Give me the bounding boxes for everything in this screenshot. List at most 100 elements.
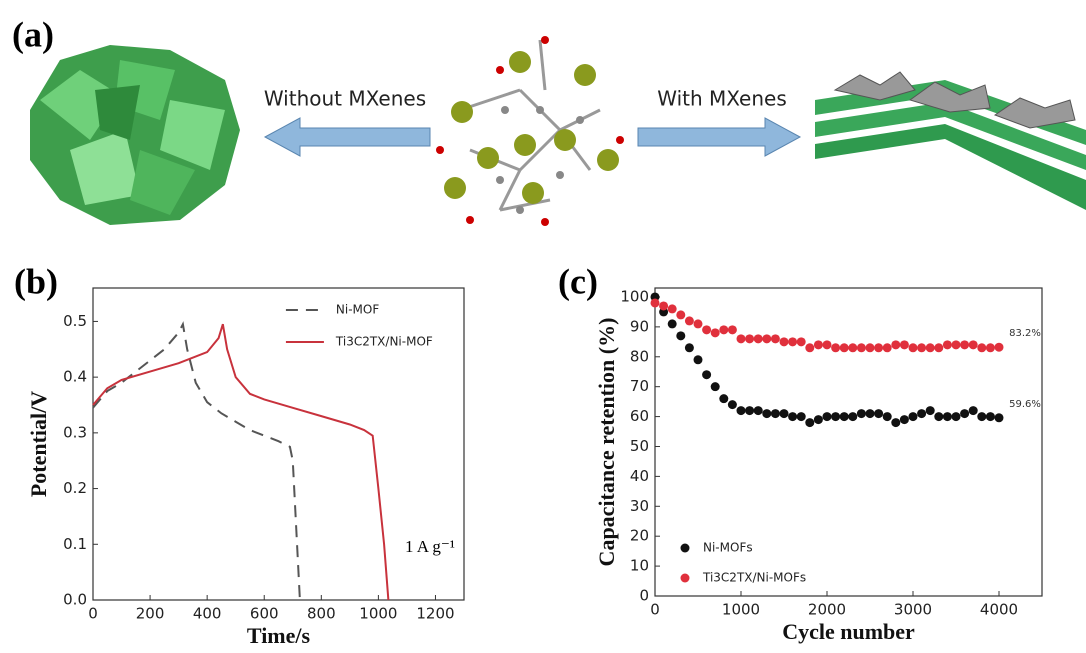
left-caption: Without MXenes — [264, 87, 426, 111]
legend-swatch — [681, 544, 690, 553]
x-tick-label: 1000 — [359, 605, 397, 623]
point — [995, 343, 1004, 352]
point — [866, 409, 875, 418]
y-tick-label: 30 — [630, 497, 649, 515]
legend-label: Ti3C2TX/Ni-MOF — [335, 335, 433, 349]
y-tick-label: 0 — [639, 587, 649, 605]
y-tick-label: 40 — [630, 467, 649, 485]
annotation: 1 A g⁻¹ — [405, 537, 455, 556]
point — [745, 406, 754, 415]
panel-label: (a) — [12, 14, 54, 54]
point — [668, 304, 677, 313]
point — [788, 412, 797, 421]
figure: (a) Without MXenes With MXenes — [0, 0, 1086, 653]
panel-label: (c) — [558, 261, 598, 301]
point — [883, 412, 892, 421]
legend-label: Ti3C2TX/Ni-MOFs — [702, 571, 806, 585]
y-tick-label: 0.1 — [63, 535, 87, 553]
x-tick-label: 800 — [307, 605, 336, 623]
legend-swatch — [681, 574, 690, 583]
point — [762, 334, 771, 343]
point — [926, 343, 935, 352]
point — [891, 418, 900, 427]
point — [883, 343, 892, 352]
value-label: 59.6% — [1009, 399, 1041, 410]
point — [977, 343, 986, 352]
point — [848, 412, 857, 421]
point — [814, 340, 823, 349]
x-tick-label: 400 — [193, 605, 222, 623]
point — [909, 343, 918, 352]
point — [857, 409, 866, 418]
point — [840, 343, 849, 352]
right-caption: With MXenes — [657, 87, 787, 111]
point — [909, 412, 918, 421]
point — [754, 334, 763, 343]
value-label: 83.2% — [1009, 328, 1041, 339]
point — [977, 412, 986, 421]
point — [874, 343, 883, 352]
point — [814, 415, 823, 424]
point — [745, 334, 754, 343]
point — [823, 340, 832, 349]
point — [728, 325, 737, 334]
point — [780, 337, 789, 346]
point — [728, 400, 737, 409]
point — [737, 334, 746, 343]
aggregate-illustration — [30, 45, 240, 225]
legend-label: Ni-MOF — [336, 303, 379, 317]
point — [702, 370, 711, 379]
y-tick-label: 0.4 — [63, 368, 87, 386]
point — [659, 301, 668, 310]
x-tick-label: 2000 — [808, 601, 846, 619]
point — [831, 412, 840, 421]
x-tick-label: 1000 — [722, 601, 760, 619]
point — [857, 343, 866, 352]
y-tick-label: 80 — [630, 347, 649, 365]
point — [891, 340, 900, 349]
y-tick-label: 50 — [630, 437, 649, 455]
point — [934, 412, 943, 421]
x-tick-label: 600 — [250, 605, 279, 623]
point — [797, 412, 806, 421]
y-axis-title: Potential/V — [26, 391, 51, 497]
panel-label: (b) — [14, 261, 58, 301]
y-tick-label: 0.5 — [63, 312, 87, 330]
x-tick-label: 200 — [136, 605, 165, 623]
series-line — [93, 324, 388, 600]
point — [771, 334, 780, 343]
point — [960, 409, 969, 418]
point — [952, 340, 961, 349]
point — [943, 412, 952, 421]
point — [754, 406, 763, 415]
x-tick-label: 3000 — [894, 601, 932, 619]
point — [719, 394, 728, 403]
point — [952, 412, 961, 421]
x-axis-title: Cycle number — [782, 619, 915, 644]
point — [711, 382, 720, 391]
point — [762, 409, 771, 418]
arrow-left — [265, 118, 430, 156]
point — [780, 409, 789, 418]
point — [676, 331, 685, 340]
point — [702, 325, 711, 334]
y-tick-label: 0.2 — [63, 479, 87, 497]
point — [986, 343, 995, 352]
y-tick-label: 0.0 — [63, 591, 87, 609]
y-tick-label: 60 — [630, 407, 649, 425]
y-axis-title: Capacitance retention (%) — [594, 318, 619, 567]
y-tick-label: 0.3 — [63, 423, 87, 441]
point — [694, 319, 703, 328]
point — [934, 343, 943, 352]
legend-label: Ni-MOFs — [703, 541, 753, 555]
y-tick-label: 70 — [630, 377, 649, 395]
x-tick-label: 4000 — [980, 601, 1018, 619]
point — [926, 406, 935, 415]
point — [651, 298, 660, 307]
point — [788, 337, 797, 346]
x-axis-title: Time/s — [247, 623, 311, 648]
point — [685, 343, 694, 352]
point — [900, 340, 909, 349]
y-tick-label: 20 — [630, 527, 649, 545]
y-tick-label: 10 — [630, 557, 649, 575]
